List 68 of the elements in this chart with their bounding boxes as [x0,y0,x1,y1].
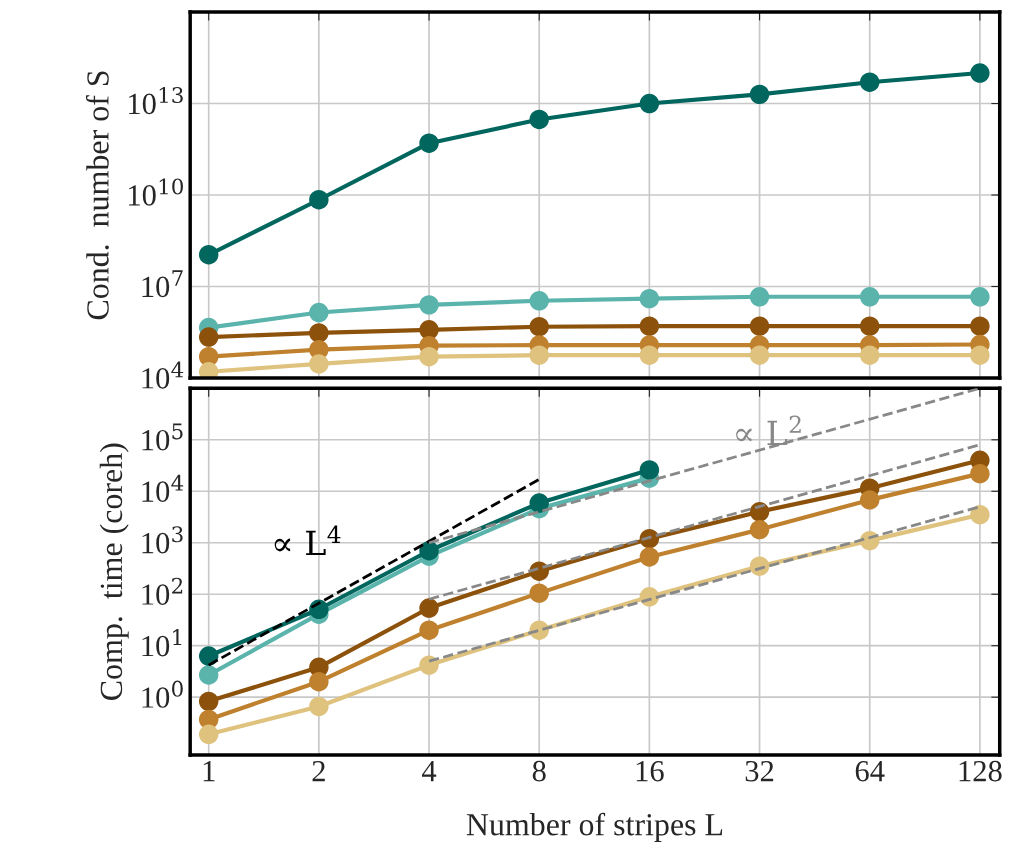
y-tick-label: 10$^{2}$ [142,577,183,605]
point [309,354,329,374]
x-tick-label: 8 [532,760,546,782]
point [529,345,549,365]
point [529,109,549,130]
point [419,620,439,640]
y-tick-label: 10$^{10}$ [129,178,183,206]
point [198,691,219,712]
point [309,671,329,692]
y-tick-label: 10$^{7}$ [142,270,183,298]
point [419,541,439,561]
x-tick-label: 32 [745,760,774,782]
point [970,463,990,484]
x-tick-label: 128 [959,760,1002,782]
y-tick-label: 10$^{4}$ [142,361,184,389]
y-tick-label: 10$^{4}$ [142,474,184,502]
point [529,493,549,513]
point [419,133,439,153]
point [860,316,880,336]
point [309,323,329,343]
point [309,696,329,717]
x-tick-label: 64 [855,760,885,782]
point [198,724,219,745]
point [419,346,439,367]
point [639,93,660,114]
y-axis-title: Comp. time (coreh) [99,443,129,700]
point [419,655,439,675]
point [749,345,770,365]
point [419,598,439,618]
y-tick-label: 10$^{1}$ [142,629,182,657]
point [309,190,329,210]
x-tick-label: 1 [203,760,215,782]
x-axis-title: Number of stripes L [466,812,723,842]
x-tick-label: 16 [636,760,664,782]
point [529,583,549,603]
x-tick-label: 2 [312,760,325,782]
point [529,291,549,311]
point [639,288,660,309]
y-axis-title: Cond. number of S [85,71,109,320]
point [639,316,660,336]
point [970,287,990,307]
point [860,72,880,92]
point [970,505,990,525]
point [529,316,549,337]
point [198,327,219,347]
point [749,84,770,105]
point [860,345,880,365]
point [198,245,219,265]
point [970,316,990,336]
point [309,302,329,323]
y-tick-label: 10$^{3}$ [142,526,183,554]
point [749,519,770,540]
point [639,460,660,480]
y-tick-label: 10$^{13}$ [129,86,183,115]
point [639,547,660,567]
point [860,490,880,510]
y-tick-label: 10$^{5}$ [142,423,183,451]
annotation: ∝ L$^{4}$ [274,525,341,555]
point [970,63,990,83]
point [860,287,880,307]
x-tick-label: 4 [422,761,437,782]
point [749,316,770,336]
point [970,345,990,365]
point [639,345,660,365]
point [749,287,770,307]
point [419,295,439,315]
point [198,665,219,685]
y-tick-label: 10$^{0}$ [142,680,183,708]
